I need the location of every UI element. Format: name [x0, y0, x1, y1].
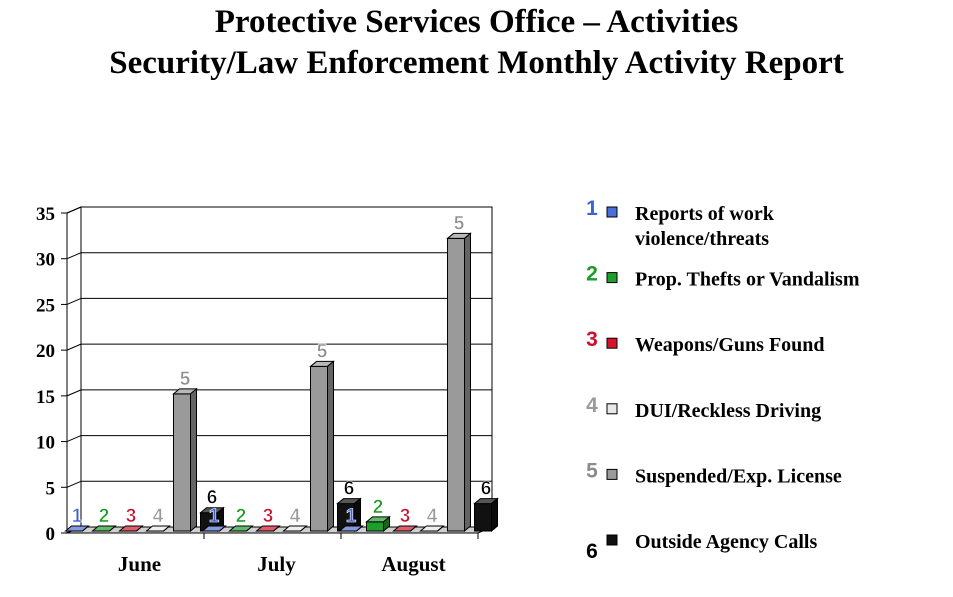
- legend-label: violence/threats: [635, 228, 769, 250]
- bar-side: [219, 525, 226, 532]
- bar-side: [300, 525, 307, 532]
- bar-side: [109, 525, 116, 532]
- bar-series-marker: 3: [126, 506, 137, 527]
- y-tick-label: 35: [36, 204, 55, 225]
- gridline-diagonal: [66, 206, 82, 214]
- x-tick-label: July: [257, 552, 296, 576]
- bar-side: [136, 525, 143, 532]
- bar-series-marker: 1: [209, 506, 220, 527]
- legend-swatch: [606, 272, 618, 284]
- bar-side: [82, 525, 89, 532]
- gridline-diagonal: [66, 480, 82, 488]
- bar: [474, 503, 492, 532]
- legend-marker: 2: [586, 263, 598, 286]
- bar-series-marker: 3: [263, 506, 274, 527]
- y-tick-label: 10: [36, 433, 55, 454]
- bar-series-marker: 4: [427, 506, 438, 527]
- bar-series-marker: 6: [481, 479, 492, 500]
- legend-marker: 3: [586, 328, 598, 351]
- y-tick-label: 5: [46, 478, 56, 499]
- bar-series-marker: 5: [317, 341, 328, 362]
- gridline-diagonal: [66, 435, 82, 443]
- plot-back-wall: [80, 206, 493, 528]
- legend-marker: 1: [586, 197, 598, 220]
- legend-label: Reports of work: [635, 203, 775, 225]
- bar-side: [273, 525, 280, 532]
- bar-series-marker: 1: [72, 506, 83, 527]
- y-tick-label: 15: [36, 387, 55, 408]
- bar-series-marker: 5: [454, 213, 465, 234]
- legend-swatch: [606, 337, 618, 349]
- y-tick-label: 20: [36, 341, 55, 362]
- bar-series-marker: 4: [153, 506, 164, 527]
- bar: [173, 393, 191, 532]
- bar: [366, 521, 384, 532]
- gridline-diagonal: [66, 343, 82, 351]
- bar-side: [383, 515, 390, 533]
- y-tick-label: 30: [36, 250, 55, 271]
- bar-side: [356, 525, 363, 532]
- y-tick-label: 25: [36, 295, 55, 316]
- x-tick-label: June: [118, 552, 161, 576]
- bar-side: [327, 360, 334, 533]
- gridline-diagonal: [66, 297, 82, 305]
- chart-title: Protective Services Office – Activities …: [0, 2, 953, 84]
- bar-series-marker: 2: [99, 506, 110, 527]
- bar-series-marker: 2: [373, 497, 384, 518]
- title-line-1: Protective Services Office – Activities: [214, 4, 739, 40]
- bar-series-marker: 6: [344, 479, 355, 500]
- bar-side: [437, 525, 444, 532]
- bar-side: [410, 525, 417, 532]
- gridline-diagonal: [66, 252, 82, 260]
- legend-marker: 4: [586, 394, 598, 417]
- legend-marker: 6: [586, 540, 598, 563]
- legend-label: Prop. Thefts or Vandalism: [635, 269, 860, 291]
- bar-side: [464, 232, 471, 533]
- y-tick-label: 0: [46, 524, 56, 545]
- legend-swatch: [606, 403, 618, 415]
- legend-swatch: [606, 534, 618, 546]
- legend-swatch: [606, 468, 618, 480]
- bar-series-marker: 4: [290, 506, 301, 527]
- bar-side: [163, 525, 170, 532]
- bar-series-marker: 6: [207, 488, 218, 509]
- bar-side: [190, 387, 197, 533]
- legend-label: Outside Agency Calls: [635, 531, 817, 553]
- bar-series-marker: 1: [346, 506, 357, 527]
- bar-series-marker: 5: [180, 369, 191, 390]
- bar: [310, 365, 328, 532]
- bar-series-marker: 2: [236, 506, 247, 527]
- title-line-2: Security/Law Enforcement Monthly Activit…: [109, 45, 844, 81]
- x-tick-label: August: [381, 552, 445, 576]
- bar-series-marker: 3: [400, 506, 411, 527]
- bar-side: [246, 525, 253, 532]
- legend-marker: 5: [586, 459, 598, 482]
- legend-label: DUI/Reckless Driving: [635, 400, 821, 422]
- legend-label: Suspended/Exp. License: [635, 465, 842, 487]
- bar-side: [491, 497, 498, 533]
- gridline-diagonal: [66, 389, 82, 397]
- bar: [447, 237, 465, 532]
- legend-label: Weapons/Guns Found: [635, 334, 825, 356]
- legend-swatch: [606, 206, 618, 218]
